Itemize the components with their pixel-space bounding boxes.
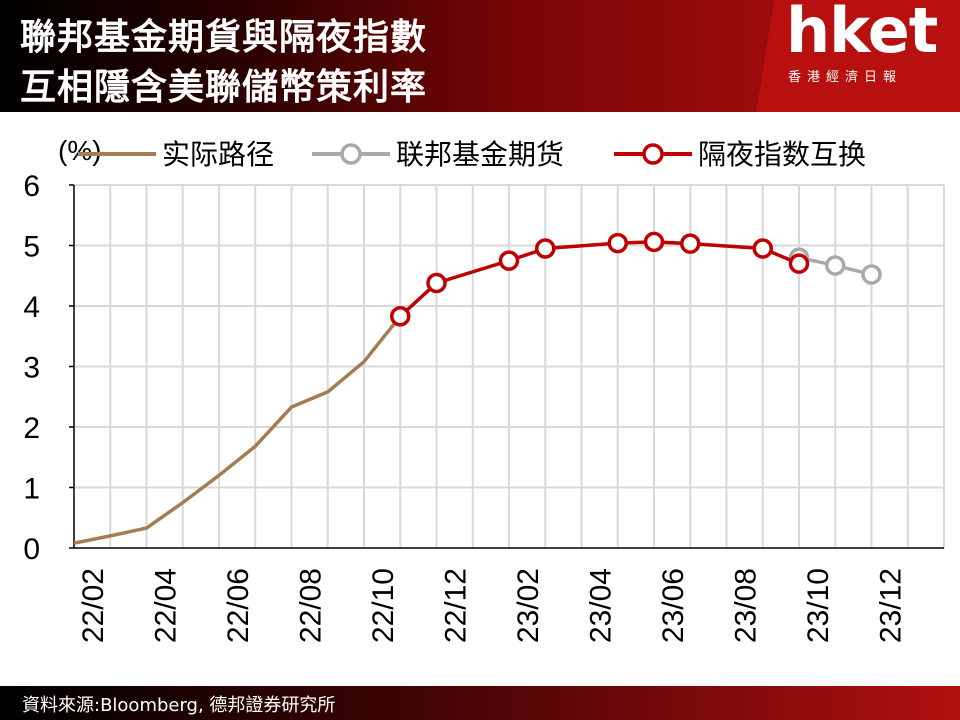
series-point-2: [498, 250, 520, 271]
x-tick-label: 22/08: [295, 568, 328, 643]
line-chart: 0 1 2 3 4 5 6 22/02 22/04 22/06 22/08 22/10 22/12 23/…: [23, 135, 945, 643]
y-tick-label: 2: [23, 412, 40, 445]
logo-text: hket: [786, 0, 938, 67]
header-banner: 聯邦基金期貨與隔夜指數 互相隱含美聯儲幣策利率 hket 香港經濟日報: [0, 0, 960, 112]
y-axis-unit-label: (%): [58, 135, 102, 166]
y-tick-label: 3: [23, 352, 40, 385]
x-tick-label: 23/04: [585, 568, 618, 643]
x-tick-label: 23/06: [657, 568, 690, 643]
source-note: 資料來源:Bloomberg, 德邦證券研究所: [22, 695, 336, 716]
chart-axes: 0 1 2 3 4 5 6 22/02 22/04 22/06 22/08 22/10 22/12 23/…: [23, 135, 944, 643]
series-point-2: [535, 238, 556, 259]
chart-series: [73, 231, 882, 545]
series-point-2: [680, 233, 701, 254]
y-tick-label: 6: [23, 170, 40, 203]
page-title-line1: 聯邦基金期貨與隔夜指數: [20, 17, 428, 58]
x-tick-label: 22/02: [77, 568, 110, 643]
x-tick-label: 22/10: [367, 568, 400, 643]
series-point-2: [426, 272, 447, 294]
series-point-1: [825, 255, 846, 276]
legend-label-2: 隔夜指数互换: [698, 138, 866, 171]
series-point-2: [752, 238, 773, 259]
legend-marker-2: [642, 143, 664, 165]
y-tick-label: 4: [23, 291, 40, 324]
series-point-2: [607, 232, 628, 254]
legend-label-0: 实际路径: [162, 138, 274, 171]
logo-subtext: 香港經濟日報: [788, 70, 903, 85]
x-tick-label: 22/12: [440, 568, 473, 643]
x-tick-label: 23/08: [730, 568, 763, 643]
y-tick-label: 1: [23, 473, 40, 506]
series-point-1: [861, 264, 882, 285]
legend-marker-1: [340, 143, 362, 165]
series-line-0: [73, 315, 402, 545]
chart-legend: 实际路径 联邦基金期货 隔夜指数互换: [78, 138, 866, 171]
x-tick-label: 22/04: [150, 568, 183, 643]
y-tick-label: 0: [23, 533, 40, 566]
series-point-2: [643, 231, 665, 253]
chart-grid: [74, 184, 945, 548]
series-point-2: [390, 306, 411, 327]
footer-banner: 資料來源:Bloomberg, 德邦證券研究所: [0, 686, 960, 720]
series-point-2: [788, 253, 810, 274]
header-divider: [0, 112, 960, 115]
legend-label-1: 联邦基金期货: [396, 138, 564, 171]
x-tick-label: 22/06: [222, 568, 255, 643]
hket-logo: hket 香港經濟日報: [756, 0, 960, 112]
x-tick-label: 23/10: [802, 568, 835, 643]
x-tick-label: 23/12: [875, 568, 908, 643]
x-tick-label: 23/02: [512, 568, 545, 643]
page-title-line2: 互相隱含美聯儲幣策利率: [20, 67, 428, 108]
y-tick-label: 5: [23, 231, 40, 264]
